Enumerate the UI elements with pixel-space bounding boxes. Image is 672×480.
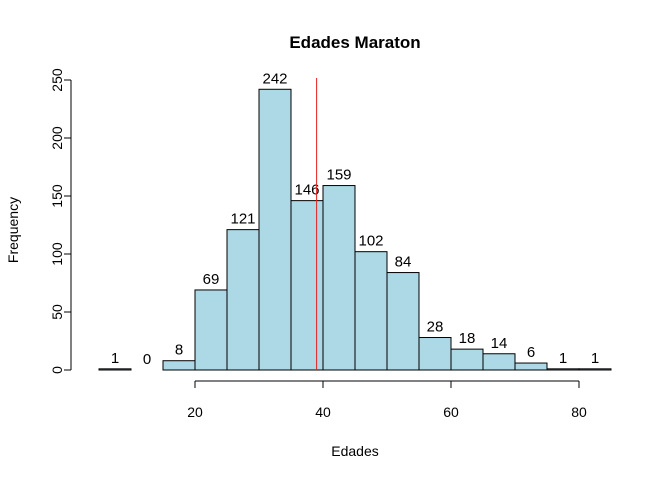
y-tick-label: 200 — [49, 126, 65, 150]
x-axis: 20 40 60 80 — [187, 380, 587, 420]
histogram-bar — [418, 337, 452, 371]
histogram-bar — [194, 289, 228, 371]
bar-value-label: 84 — [395, 254, 412, 271]
y-axis: 0 50 100 150 200 250 — [49, 68, 72, 374]
bar-value-label: 8 — [175, 342, 183, 359]
y-tick-label: 0 — [49, 366, 65, 374]
chart-title: Edades Maraton — [289, 33, 420, 52]
histogram-bars — [98, 88, 612, 371]
bar-value-label: 69 — [203, 271, 220, 288]
bar-value-label: 28 — [427, 319, 444, 336]
histogram-bar — [98, 368, 132, 371]
histogram-bar — [482, 353, 516, 371]
bar-value-label: 1 — [559, 350, 567, 367]
x-tick-label: 80 — [571, 404, 587, 420]
bar-value-label: 0 — [143, 351, 151, 368]
bar-value-label: 121 — [230, 211, 255, 228]
histogram-bar — [578, 368, 612, 371]
histogram-bar — [354, 251, 388, 371]
x-tick-label: 40 — [315, 404, 331, 420]
histogram-bar — [386, 272, 420, 371]
y-tick-label: 100 — [49, 242, 65, 266]
bar-value-label: 6 — [527, 344, 535, 361]
bar-value-label: 18 — [459, 330, 476, 347]
y-axis-label: Frequency — [5, 197, 21, 263]
bar-value-label: 1 — [591, 350, 599, 367]
histogram-bar — [322, 185, 356, 371]
y-tick-label: 50 — [49, 304, 65, 320]
x-axis-label: Edades — [331, 443, 378, 459]
histogram-bar — [290, 200, 324, 371]
bar-value-label: 102 — [358, 233, 383, 250]
bar-value-label: 1 — [111, 350, 119, 367]
histogram-bar — [258, 88, 292, 371]
y-tick-label: 250 — [49, 68, 65, 92]
histogram-bar — [514, 362, 548, 371]
histogram-bar — [226, 229, 260, 371]
histogram-bar — [546, 368, 580, 371]
x-tick-label: 60 — [443, 404, 459, 420]
histogram-bar — [162, 360, 196, 371]
histogram-bar — [450, 348, 484, 371]
y-tick-label: 150 — [49, 184, 65, 208]
bar-value-label: 159 — [326, 167, 351, 184]
bar-value-label: 14 — [491, 335, 508, 352]
bar-value-label: 242 — [262, 70, 287, 87]
x-tick-label: 20 — [187, 404, 203, 420]
bar-value-label: 146 — [294, 182, 319, 199]
